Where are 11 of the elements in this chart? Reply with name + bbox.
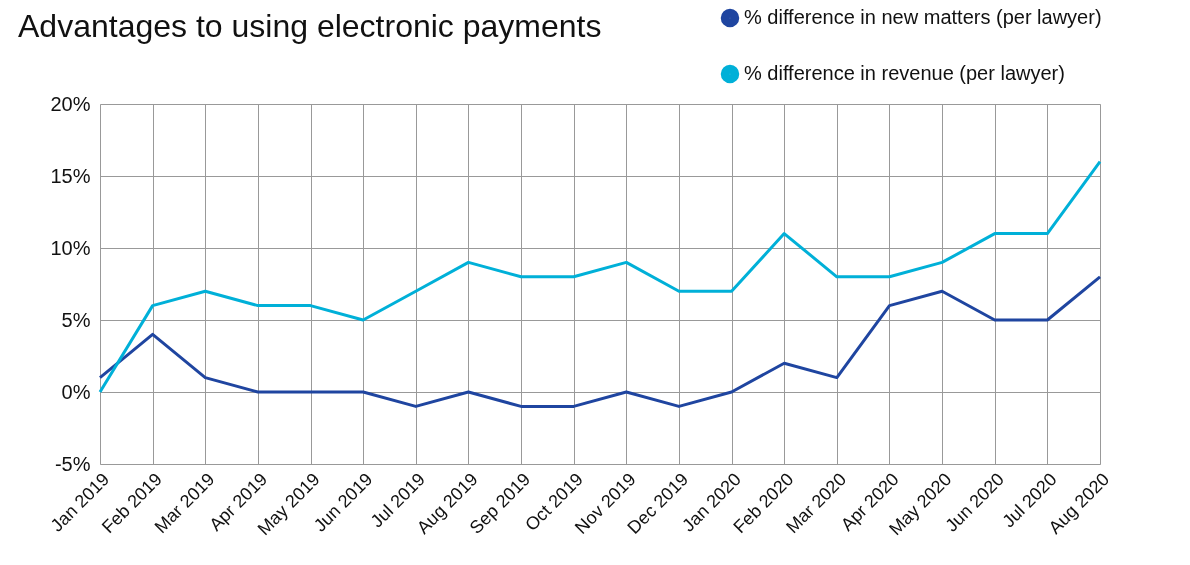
chart-title: Advantages to using electronic payments bbox=[18, 8, 602, 44]
y-tick-label: 0% bbox=[61, 380, 91, 403]
y-tick-label: -5% bbox=[54, 452, 91, 475]
y-tick-label: 20% bbox=[50, 92, 91, 115]
line-series bbox=[98, 275, 1102, 408]
legend-label: % difference in new matters (per lawyer) bbox=[744, 6, 1102, 28]
y-tick-label: 15% bbox=[50, 164, 91, 187]
legend-label: % difference in revenue (per lawyer) bbox=[744, 62, 1065, 84]
y-tick-label: 10% bbox=[50, 236, 91, 259]
y-tick-label: 5% bbox=[61, 308, 91, 331]
line-series bbox=[98, 160, 1102, 394]
